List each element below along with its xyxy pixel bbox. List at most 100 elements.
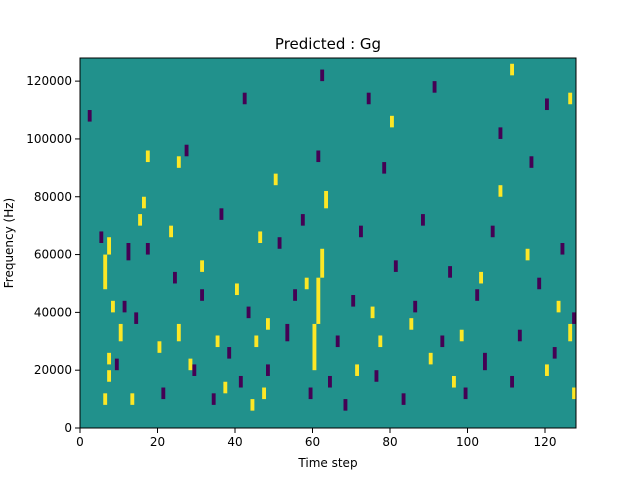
heatmap-cell-low-19 [277,237,282,249]
heatmap-cell-high-43 [545,364,549,376]
x-tick-label-60: 60 [305,435,320,449]
heatmap-cell-high-28 [316,277,321,324]
y-tick-label-20000: 20000 [34,363,72,377]
heatmap-cell-high-27 [312,323,317,371]
heatmap-cell-low-1 [99,231,104,243]
y-axis: 0 20000 40000 60000 80000 100000 120000 [26,74,80,435]
y-tick-label-40000: 40000 [34,305,72,319]
heatmap-cell-high-4 [103,254,108,290]
heatmap-cell-high-0 [103,393,108,405]
heatmap-cell-high-35 [409,318,414,330]
x-tick-label-0: 0 [76,435,84,449]
heatmap-cell-low-4 [126,243,131,261]
heatmap-cell-high-33 [378,335,383,348]
heatmap-cell-high-34 [390,115,394,128]
heatmap-cell-low-49 [537,277,542,290]
heatmap-cell-low-2 [114,358,119,371]
heatmap-cell-low-52 [560,243,565,255]
heatmap-cell-high-9 [142,196,146,209]
heatmap-cell-high-10 [145,150,150,163]
heatmap-cell-high-31 [355,364,360,376]
heatmap-cell-high-13 [169,225,174,238]
y-tick-label-60000: 60000 [34,248,72,262]
heatmap-cell-low-44 [490,225,495,238]
heatmap-cell-low-50 [545,98,549,111]
heatmap-cell-low-15 [238,375,243,388]
x-tick-label-120: 120 [534,435,557,449]
heatmap-cell-high-24 [266,318,270,330]
heatmap-cell-high-15 [188,358,193,371]
x-axis: 0 20 40 60 80 100 120 [76,428,556,449]
heatmap-cell-low-11 [200,289,205,301]
x-axis-label: Time step [297,456,357,470]
heatmap-cell-high-19 [235,283,239,296]
heatmap-cell-low-28 [343,399,348,411]
heatmap-background [80,58,576,428]
heatmap-cell-low-34 [393,260,398,272]
heatmap-cell-high-12 [157,341,162,353]
x-tick-label-20: 20 [150,435,165,449]
heatmap-cell-low-42 [475,289,480,301]
heatmap-cell-low-35 [401,393,406,405]
heatmap-cell-high-40 [498,185,503,197]
heatmap-cell-low-16 [242,92,247,105]
heatmap-cell-low-43 [483,352,487,371]
heatmap-cell-low-7 [161,387,166,400]
heatmap-cell-low-36 [413,300,418,313]
heatmap-cell-high-20 [250,399,255,411]
heatmap-cell-low-29 [351,295,356,307]
heatmap-cell-high-26 [304,277,309,290]
heatmap-cell-low-23 [308,387,313,400]
heatmap-cell-low-46 [510,375,515,388]
heatmap-cell-high-32 [370,306,375,319]
heatmap-cell-low-6 [145,243,150,255]
y-tick-label-80000: 80000 [34,190,72,204]
heatmap-cell-low-0 [87,110,92,122]
heatmap-cell-low-3 [122,300,127,313]
y-tick-label-0: 0 [64,421,72,435]
heatmap-cell-low-9 [184,144,189,157]
heatmap-cell-low-38 [432,81,437,93]
heatmap-cell-high-39 [479,271,484,284]
y-axis-label: Frequency (Hz) [2,198,16,289]
heatmap-cell-low-25 [320,69,325,82]
heatmap-cell-low-48 [529,156,534,168]
heatmap-cell-high-7 [118,323,123,342]
heatmap-cell-low-39 [440,335,445,348]
heatmap-cell-high-23 [262,387,267,400]
heatmap-cell-high-41 [510,63,515,76]
heatmap-cell-high-5 [107,237,112,255]
heatmap-cell-low-30 [359,225,363,238]
heatmap-cell-high-25 [273,173,278,186]
heatmap-cell-high-3 [111,300,115,313]
heatmap-cell-low-41 [463,387,468,400]
heatmap-cell-high-30 [324,190,329,209]
heatmap-cell-high-44 [556,300,561,313]
x-tick-label-80: 80 [382,435,397,449]
heatmap-cell-low-37 [421,214,425,226]
heatmap-cell-high-29 [320,248,325,278]
chart-title: Predicted : Gg [275,35,381,53]
heatmap-cell-low-31 [366,92,371,105]
heatmap-cell-low-26 [328,375,332,388]
y-tick-label-100000: 100000 [26,132,72,146]
heatmap-cell-low-10 [192,364,197,376]
x-tick-label-40: 40 [227,435,242,449]
heatmap-cell-low-17 [246,306,251,319]
heatmap-cell-high-16 [200,260,205,272]
heatmap-cell-low-53 [572,312,577,324]
heatmap-cell-high-38 [459,329,464,342]
heatmap-cell-low-33 [382,162,387,174]
heatmap-cell-low-51 [552,347,557,359]
heatmap-cell-low-12 [211,393,216,405]
heatmap-cell-high-1 [107,370,112,382]
heatmap-cell-high-22 [258,231,263,243]
heatmap-cell-low-13 [219,208,224,220]
heatmap-cell-high-37 [452,375,456,388]
plot-area [79,57,577,429]
heatmap-cell-high-21 [254,335,259,348]
heatmap-cell-high-45 [568,323,573,342]
y-tick-label-120000: 120000 [26,74,72,88]
plot-frame [79,57,577,429]
heatmap-cell-high-8 [138,214,143,226]
